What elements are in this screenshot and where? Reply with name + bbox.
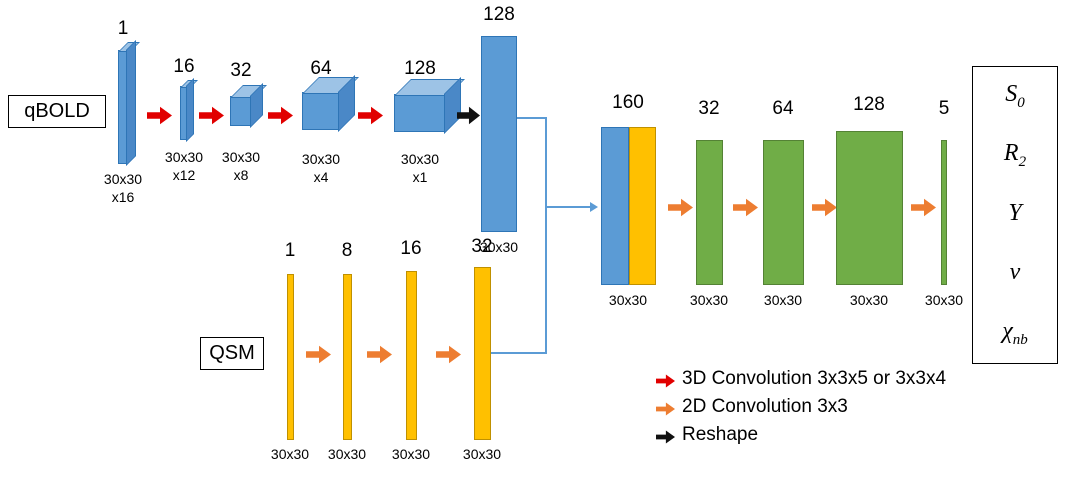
qbold-layer1-channels: 1: [117, 18, 129, 39]
qsm-input-label: QSM: [200, 337, 264, 370]
merged-layer-channels: 160: [612, 92, 644, 113]
decoder-layer2-size: 30x30: [689, 292, 729, 308]
output-param-y: Y: [1008, 200, 1021, 231]
qsm-layer1-size: 30x30: [270, 446, 310, 462]
qsm-layer3-bar: [406, 271, 417, 440]
qsm-layer4-bar: [474, 267, 491, 440]
qbold-layer2-channels: 16: [173, 56, 195, 77]
output-param-sub: 0: [1017, 94, 1025, 111]
decoder-layer2-box: [696, 140, 723, 285]
legend-reshape-label: Reshape: [682, 424, 759, 445]
qbold-layer6-channels: 128: [483, 4, 515, 25]
qbold-layer5-size: 30x30 x1: [400, 151, 440, 186]
output-param-sub: nb: [1012, 331, 1028, 348]
decoder-layer5-bar: [941, 140, 947, 285]
decoder-layer4-box: [836, 131, 903, 285]
conv3d-arrow-1: [147, 106, 172, 125]
qbold-layer4-size: 30x30 x4: [301, 151, 341, 186]
qbold-layer2-box: [180, 86, 188, 140]
qsm-connector-line: [491, 352, 547, 354]
qbold-layer3-size: 30x30 x8: [221, 149, 261, 184]
conv2d-arrow-qsm-2: [367, 345, 392, 364]
decoder-layer3-box: [763, 140, 804, 285]
conv3d-arrow-3: [268, 106, 293, 125]
legend-conv2d-label: 2D Convolution 3x3: [682, 396, 848, 417]
qsm-layer4-size: 30x30: [462, 446, 502, 462]
qbold-layer1-size: 30x30 x16: [103, 171, 143, 206]
conv2d-arrow-dec-4: [911, 198, 936, 217]
output-param-s0: S0: [1005, 81, 1025, 112]
decoder-layer3-size: 30x30: [763, 292, 803, 308]
output-parameters-box: S0 R2 Y v χnb: [972, 66, 1058, 364]
qbold-input-label: qBOLD: [8, 95, 106, 128]
qbold-layer6-box: [481, 36, 517, 232]
output-param-base: S: [1005, 81, 1018, 108]
merge-arrowhead: [590, 202, 598, 212]
output-param-base: R: [1003, 140, 1019, 167]
qbold-layer5-box: [394, 94, 446, 132]
decoder-layer2-channels: 32: [698, 98, 720, 119]
qsm-layer4-channels: 32: [471, 236, 493, 257]
conv2d-arrow-dec-1: [668, 198, 693, 217]
decoder-layer3-channels: 64: [772, 98, 794, 119]
conv3d-arrow-2: [199, 106, 224, 125]
merge-vertical-line: [545, 117, 547, 354]
decoder-layer4-size: 30x30: [849, 292, 889, 308]
qsm-layer2-bar: [343, 274, 352, 440]
qbold-layer6-size: 30x30: [479, 239, 519, 255]
decoder-layer4-channels: 128: [853, 94, 885, 115]
merge-horizontal-line: [545, 206, 591, 208]
conv3d-arrow-4: [358, 106, 383, 125]
qsm-layer3-size: 30x30: [391, 446, 431, 462]
legend-conv2d-arrow-icon: [656, 402, 675, 416]
qbold-layer3-channels: 32: [230, 60, 252, 81]
conv2d-arrow-qsm-1: [306, 345, 331, 364]
legend-conv3d-arrow-icon: [656, 374, 675, 388]
conv2d-arrow-dec-3: [812, 198, 837, 217]
decoder-layer5-channels: 5: [938, 98, 950, 119]
qsm-layer2-channels: 8: [341, 240, 353, 261]
merged-layer-yellow-half: [629, 127, 656, 285]
conv2d-arrow-dec-2: [733, 198, 758, 217]
output-param-base: v: [1009, 258, 1021, 285]
qbold-layer4-channels: 64: [310, 58, 332, 79]
legend-conv3d-label: 3D Convolution 3x3x5 or 3x3x4: [682, 368, 947, 389]
output-param-base: χ: [1002, 317, 1013, 344]
qbold-layer5-channels: 128: [404, 58, 436, 79]
merged-layer-blue-half: [601, 127, 629, 285]
qbold-layer1-box: [118, 50, 128, 164]
qsm-layer3-channels: 16: [400, 238, 422, 259]
output-param-chi-nb: χnb: [1002, 318, 1028, 349]
qsm-layer1-channels: 1: [284, 240, 296, 261]
output-param-sub: 2: [1018, 154, 1027, 171]
qbold-connector-line: [517, 117, 545, 119]
merged-layer-size: 30x30: [608, 292, 648, 308]
qbold-layer3-box: [230, 96, 252, 126]
conv2d-arrow-qsm-3: [436, 345, 461, 364]
output-param-v: v: [1010, 259, 1021, 290]
output-param-r2: R2: [1004, 140, 1026, 171]
output-param-base: Y: [1008, 199, 1022, 226]
qbold-layer2-size: 30x30 x12: [164, 149, 204, 184]
legend-reshape-arrow-icon: [656, 430, 675, 444]
qsm-layer1-bar: [287, 274, 294, 440]
decoder-layer5-size: 30x30: [924, 292, 964, 308]
qbold-layer4-box: [302, 92, 340, 130]
qsm-layer2-size: 30x30: [327, 446, 367, 462]
